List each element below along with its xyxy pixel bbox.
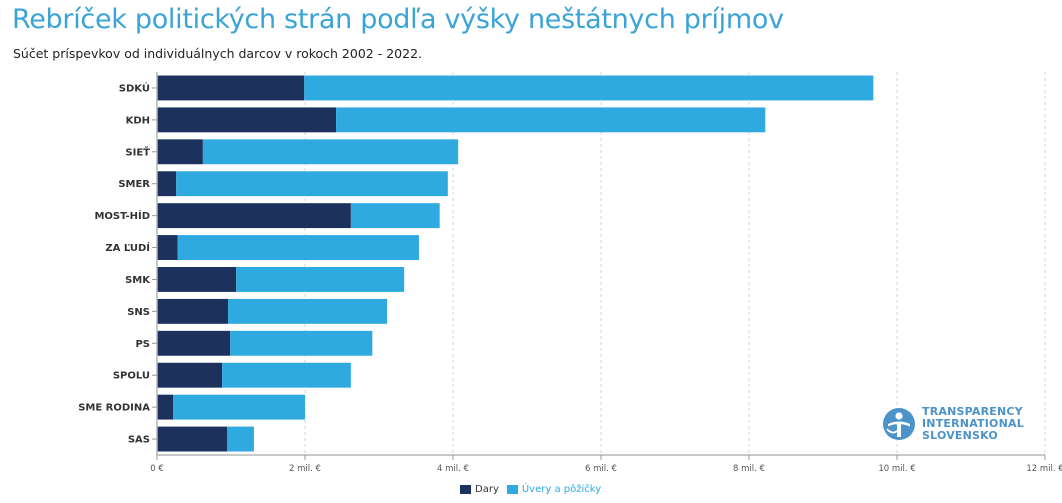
category-label: SMER	[118, 179, 150, 190]
legend-item-uvery[interactable]: Úvery a pôžičky	[506, 484, 602, 495]
bar-uvery[interactable]	[304, 75, 874, 101]
logo-line-1: TRANSPARENCY	[922, 405, 1023, 418]
category-label: SPOLU	[113, 371, 150, 382]
x-tick-label: 4 mil. €	[437, 464, 469, 474]
bar-dary[interactable]	[157, 267, 237, 292]
category-label: SAS	[128, 435, 150, 446]
category-label: SME RODINA	[78, 403, 150, 414]
x-tick-label: 8 mil. €	[733, 464, 765, 474]
bars	[157, 75, 874, 452]
category-label: KDH	[126, 115, 150, 126]
bar-uvery[interactable]	[227, 426, 254, 452]
bar-dary[interactable]	[157, 107, 337, 133]
bar-dary[interactable]	[157, 203, 351, 229]
legend-swatch-uvery	[506, 485, 518, 494]
bar-uvery[interactable]	[230, 330, 373, 356]
bar-uvery[interactable]	[236, 267, 405, 292]
category-label: PS	[135, 339, 150, 350]
bar-dary[interactable]	[157, 394, 174, 420]
x-tick-label: 10 mil. €	[878, 464, 915, 474]
bar-dary[interactable]	[157, 139, 203, 165]
category-label: MOST-HÍD	[94, 209, 150, 222]
transparency-logo: TRANSPARENCY INTERNATIONAL SLOVENSKO	[882, 406, 1024, 442]
x-tick-label: 6 mil. €	[585, 464, 617, 474]
category-label: SIEŤ	[125, 145, 150, 158]
legend-swatch-dary	[460, 485, 471, 494]
logo-line-2: INTERNATIONAL	[922, 417, 1024, 430]
tick-labels: 0 € 2 mil. € 4 mil. € 6 mil. € 8 mil. € 10 mi…	[150, 455, 1062, 474]
bar-dary[interactable]	[157, 171, 177, 197]
bar-dary[interactable]	[157, 75, 305, 101]
bar-uvery[interactable]	[228, 298, 388, 324]
x-tick-label: 2 mil. €	[289, 464, 321, 474]
category-label: SNS	[127, 307, 150, 318]
bar-uvery[interactable]	[202, 139, 459, 165]
bar-uvery[interactable]	[176, 171, 448, 197]
x-tick-label: 0 €	[150, 464, 164, 474]
logo-line-3: SLOVENSKO	[922, 429, 998, 442]
legend-item-dary[interactable]: Dary	[460, 484, 499, 495]
legend: Dary Úvery a pôžičky	[460, 484, 605, 495]
bar-dary[interactable]	[157, 298, 229, 324]
chart-subtitle: Súčet príspevkov od individuálnych darco…	[13, 46, 422, 61]
bar-uvery[interactable]	[350, 203, 440, 229]
bar-uvery[interactable]	[222, 362, 351, 388]
transparency-logo-icon	[883, 408, 915, 440]
bar-uvery[interactable]	[177, 235, 419, 260]
bar-dary[interactable]	[157, 362, 223, 388]
chart-title: Rebríček politických strán podľa výšky n…	[12, 4, 784, 35]
category-label: SDKÚ	[119, 81, 150, 94]
bar-dary[interactable]	[157, 235, 178, 260]
bar-dary[interactable]	[157, 426, 228, 452]
bar-uvery[interactable]	[336, 107, 766, 133]
category-label: SMK	[125, 275, 151, 286]
category-labels: SDKÚ KDH SIEŤ SMER MOST-HÍD ZA ĽUDÍ SMK SNS PS SP…	[78, 81, 157, 446]
bar-uvery[interactable]	[173, 394, 305, 420]
category-label: ZA ĽUDÍ	[105, 241, 150, 254]
legend-label-uvery: Úvery a pôžičky	[521, 484, 602, 495]
legend-label-dary: Dary	[475, 484, 499, 495]
x-tick-label: 12 mil. €	[1026, 464, 1062, 474]
gridlines	[304, 72, 1046, 455]
bar-dary[interactable]	[157, 330, 231, 356]
